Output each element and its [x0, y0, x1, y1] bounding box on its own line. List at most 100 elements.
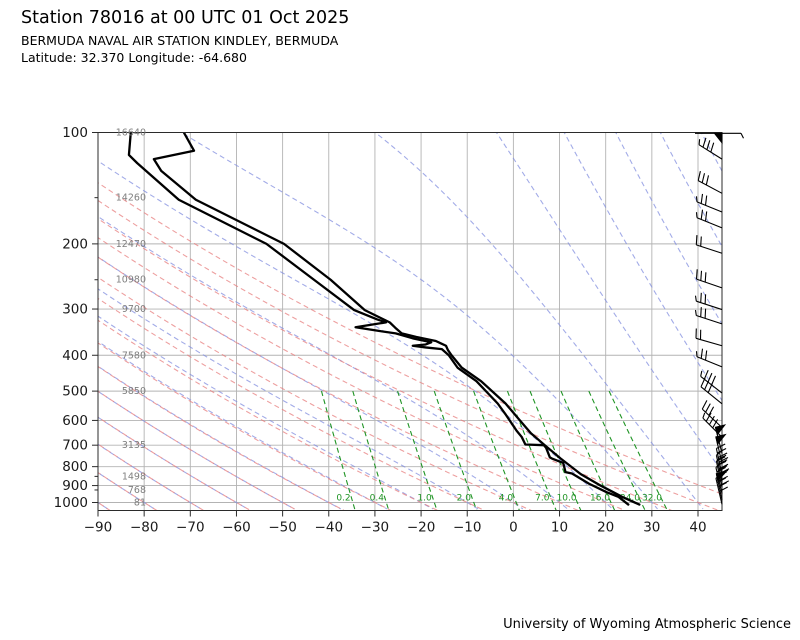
wind-barb — [698, 137, 723, 160]
barb-feather — [694, 295, 697, 302]
wind-barb — [701, 400, 723, 428]
y-tick-label: 300 — [62, 302, 88, 318]
y-tick-label: 100 — [62, 125, 88, 141]
height-label: 14260 — [116, 193, 146, 204]
x-tick-label: 20 — [597, 520, 614, 536]
moist-adiabat — [563, 132, 722, 402]
barb-feather — [701, 173, 706, 183]
barb-feather — [716, 466, 726, 473]
barb-pennant — [714, 424, 727, 436]
barb-feather — [702, 412, 706, 419]
barb-feather — [715, 463, 721, 468]
x-tick-label: −60 — [222, 520, 251, 536]
moist-adiabat — [98, 340, 388, 510]
wind-barb — [695, 269, 723, 289]
dry-adiabat — [98, 501, 111, 511]
wind-barb — [695, 235, 723, 254]
x-tick-label: −80 — [130, 520, 159, 536]
wind-barb — [700, 377, 723, 405]
wind-barb — [694, 132, 744, 145]
moist-adiabat — [98, 288, 479, 510]
height-label: 5850 — [122, 386, 146, 397]
moist-adiabat — [615, 132, 722, 325]
barb-pennant — [715, 433, 727, 446]
barb-feather — [704, 350, 708, 361]
barb-feather — [705, 403, 711, 413]
mixing-ratio-line — [529, 390, 582, 511]
moist-adiabat — [98, 501, 108, 510]
mixing-ratio-label: 1.0 — [417, 494, 432, 504]
mixing-ratio-label: 4.0 — [499, 494, 514, 504]
height-label: 12470 — [116, 239, 146, 250]
barb-feather — [706, 140, 711, 150]
barb-feather — [711, 375, 717, 386]
mixing-ratio-lines — [320, 390, 668, 511]
x-tick-label: −20 — [407, 520, 436, 536]
barb-feather — [710, 142, 715, 153]
dry-adiabat — [98, 416, 251, 511]
barb-staff — [696, 314, 723, 325]
moist-adiabat — [98, 256, 524, 510]
dry-adiabat — [98, 199, 719, 511]
dry-adiabat — [98, 182, 722, 495]
barb-feather — [708, 415, 715, 425]
height-label: 10980 — [116, 275, 146, 286]
y-tick-label: 900 — [62, 478, 88, 494]
wind-barb — [695, 348, 723, 368]
mixing-ratio-line — [506, 390, 557, 511]
wind-barb — [695, 209, 723, 229]
dry-adiabat — [98, 342, 391, 511]
mixing-ratio-label: 0.4 — [370, 494, 385, 504]
x-tick-label: −30 — [361, 520, 390, 536]
moist-adiabat — [98, 390, 295, 510]
barb-feather — [719, 463, 729, 470]
barb-feather — [704, 308, 707, 319]
dry-adiabat — [98, 218, 672, 511]
barb-feather — [694, 309, 697, 316]
dry-adiabat — [98, 297, 485, 511]
moist-adiabat — [495, 132, 722, 473]
y-tick-label: 500 — [62, 384, 88, 400]
temperature-axis-labels: −90 −80 −70 −60 −50 −40 −30 −20 −10 0 10 20 30 40 — [84, 520, 707, 536]
x-tick-label: −90 — [84, 520, 113, 536]
wind-barb — [695, 328, 723, 347]
mixing-ratio-line — [560, 390, 616, 511]
barb-feather — [717, 454, 727, 461]
barb-feather — [716, 477, 726, 484]
barb-feather — [704, 380, 710, 390]
y-tick-label: 800 — [62, 459, 88, 475]
temperature-trace — [152, 132, 641, 506]
height-label: 768 — [128, 485, 146, 496]
moist-adiabat — [659, 132, 722, 248]
barb-feather — [697, 170, 701, 181]
barb-staff — [696, 244, 723, 254]
barb-feather — [704, 294, 707, 305]
y-tick-label: 1000 — [54, 495, 88, 511]
barb-pennant — [713, 132, 723, 145]
mixing-ratio-line — [320, 390, 356, 511]
barb-feather — [716, 456, 726, 462]
mixing-ratio-label: 16.0 — [590, 494, 610, 504]
mixing-ratio-line — [433, 390, 478, 511]
x-tick-label: 30 — [643, 520, 660, 536]
height-label: 81 — [134, 498, 146, 509]
height-label: 1498 — [122, 471, 146, 482]
barb-feather — [716, 451, 722, 456]
barb-feather — [700, 236, 702, 247]
barb-feather — [718, 465, 728, 471]
barb-feather — [707, 372, 713, 383]
dry-adiabat — [98, 236, 625, 511]
x-tick-label: 10 — [551, 520, 568, 536]
x-tick-label: 40 — [689, 520, 706, 536]
dewpoint-trace — [127, 132, 630, 506]
barb-feather — [700, 348, 704, 359]
wind-barb — [702, 412, 723, 438]
mixing-ratio-label: 2.0 — [457, 494, 472, 504]
barb-feather — [702, 137, 707, 148]
mixing-ratio-line — [608, 390, 668, 511]
wind-barb — [694, 307, 723, 325]
y-tick-label: 600 — [62, 413, 88, 429]
barb-feather — [700, 209, 704, 220]
dry-adiabat — [98, 256, 579, 511]
